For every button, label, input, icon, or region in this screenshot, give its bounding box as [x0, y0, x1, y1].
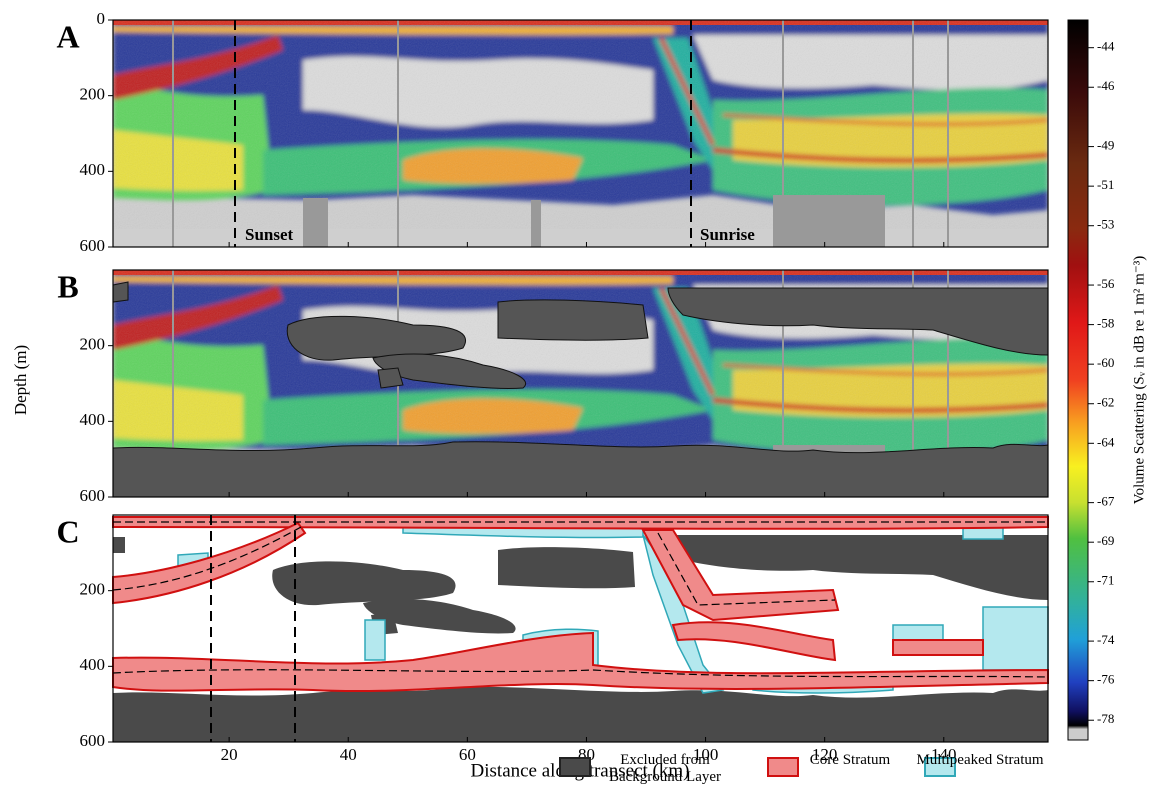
colorbar-label: Volume Scattering (Sᵥ in dB re 1 m² m⁻³)	[1131, 256, 1147, 505]
panel-label: B	[57, 268, 78, 304]
y-tick-label: 400	[80, 410, 106, 429]
colorbar-tick-label: -76	[1097, 672, 1115, 687]
y-tick-label: 600	[80, 236, 106, 255]
colorbar	[1068, 20, 1088, 740]
y-tick-label: 400	[80, 160, 106, 179]
page: {"chart_data": {"type": "echogram", "pan…	[0, 0, 1154, 807]
legend-label: Excluded from Background Layer	[590, 752, 740, 786]
annotation: Sunset	[245, 225, 294, 244]
strata-panel	[113, 515, 1048, 742]
colorbar-tick-label: -51	[1097, 177, 1114, 192]
x-tick-label: 60	[459, 745, 476, 764]
legend-label: Multipeaked Stratum	[905, 752, 1055, 769]
colorbar-tick-label: -62	[1097, 395, 1114, 410]
colorbar-tick-label: -60	[1097, 355, 1114, 370]
y-tick-label: 400	[80, 655, 106, 674]
colorbar-tick-label: -58	[1097, 316, 1114, 331]
y-tick-label: 0	[97, 9, 106, 28]
colorbar-tick-label: -74	[1097, 632, 1115, 647]
colorbar-tick-label: -46	[1097, 78, 1115, 93]
panel-label: A	[56, 18, 79, 54]
echogram-a	[113, 20, 1048, 247]
colorbar-tick-label: -49	[1097, 138, 1114, 153]
colorbar-tick-label: -71	[1097, 573, 1114, 588]
legend-label: Core Stratum	[775, 752, 925, 769]
y-tick-label: 600	[80, 731, 106, 750]
colorbar-tick-label: -69	[1097, 533, 1114, 548]
colorbar-tick-label: -67	[1097, 494, 1115, 509]
figure: Sunset Sunrise Depth (m) Distance along …	[0, 0, 1154, 807]
y-tick-label: 200	[80, 580, 106, 599]
colorbar-tick-label: -56	[1097, 276, 1115, 291]
colorbar-tick-label: -64	[1097, 434, 1115, 449]
colorbar-tick-label: -78	[1097, 711, 1114, 726]
y-tick-label: 200	[80, 85, 106, 104]
legend-swatch	[560, 758, 590, 776]
y-tick-label: 600	[80, 486, 106, 505]
x-tick-label: 40	[340, 745, 357, 764]
y-axis-label: Depth (m)	[11, 345, 30, 415]
y-tick-label: 200	[80, 335, 106, 354]
panel-label: C	[56, 513, 79, 549]
colorbar-tick-label: -44	[1097, 39, 1115, 54]
colorbar-tick-label: -53	[1097, 217, 1114, 232]
x-tick-label: 20	[221, 745, 238, 764]
annotation: Sunrise	[700, 225, 755, 244]
